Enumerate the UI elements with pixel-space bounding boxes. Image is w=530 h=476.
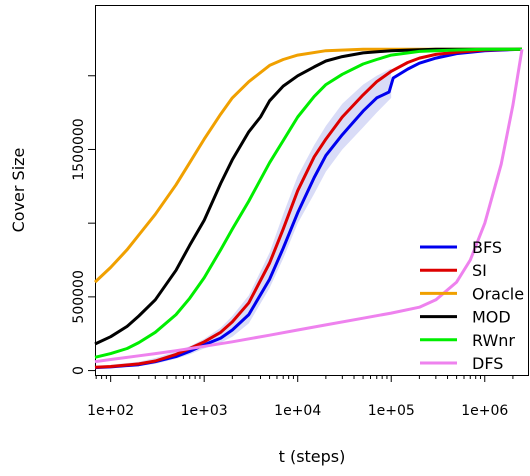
- series-line-rwnr: [94, 47, 522, 359]
- legend-label: Oracle: [472, 284, 524, 303]
- bfs-range-band: [110, 68, 392, 367]
- legend-item-mod: MOD: [420, 308, 511, 327]
- series-line-mod: [94, 47, 522, 346]
- x-axis-label: t (steps): [279, 447, 346, 466]
- series-line-oracle: [93, 47, 522, 284]
- legend-label: RWnr: [472, 331, 515, 350]
- legend-item-bfs: BFS: [420, 238, 502, 257]
- series-line-dfs: [94, 48, 524, 364]
- legend-item-oracle: Oracle: [420, 284, 524, 303]
- y-axis-label: Cover Size: [9, 148, 28, 233]
- y-axis: 0 500000 1500000: [71, 75, 95, 375]
- legend-label: SI: [472, 261, 487, 280]
- legend-item-dfs: DFS: [420, 354, 503, 373]
- x-axis: 1e+02 1e+03 1e+04 1e+05 1e+06: [87, 375, 514, 419]
- legend-label: MOD: [472, 308, 511, 327]
- y-tick-label: 500000: [71, 270, 87, 323]
- series-line-bfs: [94, 47, 523, 370]
- x-tick-label: 1e+05: [368, 403, 415, 419]
- plot-frame: [95, 5, 529, 376]
- legend-item-rwnr: RWnr: [420, 331, 515, 350]
- y-tick-label: 0: [71, 366, 87, 375]
- series-line-si: [94, 47, 523, 369]
- y-tick-label: 1500000: [71, 118, 87, 180]
- legend-label: DFS: [472, 354, 503, 373]
- legend-label: BFS: [472, 238, 502, 257]
- legend-item-si: SI: [420, 261, 487, 280]
- x-tick-label: 1e+03: [181, 403, 228, 419]
- x-tick-label: 1e+02: [87, 403, 134, 419]
- legend: BFS SI Oracle MOD RWnr DFS: [420, 238, 524, 373]
- x-tick-label: 1e+06: [461, 403, 508, 419]
- x-tick-label: 1e+04: [274, 403, 321, 419]
